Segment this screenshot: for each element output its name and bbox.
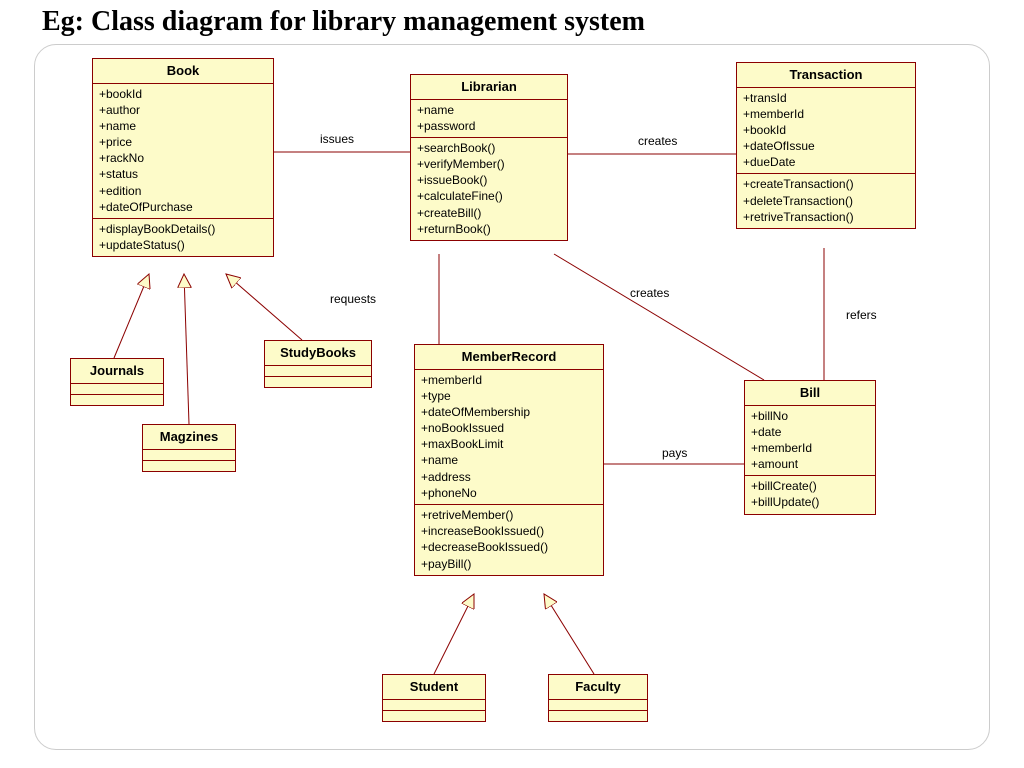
class-attributes: +name+password (411, 100, 567, 138)
edge-label-e1: issues (320, 132, 354, 146)
class-attributes (143, 450, 235, 461)
class-methods: +billCreate()+billUpdate() (745, 476, 875, 513)
class-librarian: Librarian+name+password+searchBook()+ver… (410, 74, 568, 241)
class-title: Journals (71, 359, 163, 384)
attribute-row: +phoneNo (421, 485, 597, 501)
class-methods (143, 461, 235, 471)
class-transaction: Transaction+transId+memberId+bookId+date… (736, 62, 916, 229)
class-title: Book (93, 59, 273, 84)
method-row: +createBill() (417, 205, 561, 221)
class-title: Librarian (411, 75, 567, 100)
attribute-row: +status (99, 166, 267, 182)
class-methods (71, 395, 163, 405)
attribute-row: +dateOfMembership (421, 404, 597, 420)
method-row: +updateStatus() (99, 237, 267, 253)
method-row: +retriveTransaction() (743, 209, 909, 225)
class-attributes: +transId+memberId+bookId+dateOfIssue+due… (737, 88, 915, 175)
edge-g2 (184, 274, 189, 424)
method-row: +createTransaction() (743, 176, 909, 192)
page-title: Eg: Class diagram for library management… (42, 6, 645, 38)
attribute-row: +billNo (751, 408, 869, 424)
attribute-row: +rackNo (99, 150, 267, 166)
class-magzines: Magzines (142, 424, 236, 472)
attribute-row: +name (421, 452, 597, 468)
method-row: +increaseBookIssued() (421, 523, 597, 539)
class-book: Book+bookId+author+name+price+rackNo+sta… (92, 58, 274, 257)
method-row: +searchBook() (417, 140, 561, 156)
edge-g1 (114, 274, 149, 358)
method-row: +returnBook() (417, 221, 561, 237)
class-title: StudyBooks (265, 341, 371, 366)
method-row: +calculateFine() (417, 188, 561, 204)
class-attributes (265, 366, 371, 377)
class-title: Student (383, 675, 485, 700)
class-journals: Journals (70, 358, 164, 406)
edge-g4 (434, 594, 474, 674)
attribute-row: +bookId (743, 122, 909, 138)
edge-label-e4: creates (630, 286, 669, 300)
attribute-row: +type (421, 388, 597, 404)
attribute-row: +date (751, 424, 869, 440)
method-row: +billUpdate() (751, 494, 869, 510)
attribute-row: +password (417, 118, 561, 134)
method-row: +issueBook() (417, 172, 561, 188)
attribute-row: +dueDate (743, 154, 909, 170)
class-student: Student (382, 674, 486, 722)
edge-label-e6: pays (662, 446, 687, 460)
method-row: +verifyMember() (417, 156, 561, 172)
class-attributes: +bookId+author+name+price+rackNo+status+… (93, 84, 273, 220)
class-bill: Bill+billNo+date+memberId+amount+billCre… (744, 380, 876, 515)
attribute-row: +price (99, 134, 267, 150)
class-title: Transaction (737, 63, 915, 88)
edge-g3 (226, 274, 302, 340)
edge-label-e3: requests (330, 292, 376, 306)
attribute-row: +dateOfPurchase (99, 199, 267, 215)
attribute-row: +memberId (751, 440, 869, 456)
attribute-row: +transId (743, 90, 909, 106)
class-title: Faculty (549, 675, 647, 700)
class-attributes: +memberId+type+dateOfMembership+noBookIs… (415, 370, 603, 506)
method-row: +retriveMember() (421, 507, 597, 523)
method-row: +deleteTransaction() (743, 193, 909, 209)
class-faculty: Faculty (548, 674, 648, 722)
class-methods (549, 711, 647, 721)
attribute-row: +name (99, 118, 267, 134)
class-title: Bill (745, 381, 875, 406)
class-attributes (383, 700, 485, 711)
method-row: +decreaseBookIssued() (421, 539, 597, 555)
class-methods: +retriveMember()+increaseBookIssued()+de… (415, 505, 603, 575)
class-methods (383, 711, 485, 721)
class-title: Magzines (143, 425, 235, 450)
diagram-canvas: Book+bookId+author+name+price+rackNo+sta… (34, 44, 990, 750)
class-title: MemberRecord (415, 345, 603, 370)
edge-label-e5: refers (846, 308, 877, 322)
method-row: +payBill() (421, 556, 597, 572)
method-row: +billCreate() (751, 478, 869, 494)
class-methods: +createTransaction()+deleteTransaction()… (737, 174, 915, 228)
attribute-row: +noBookIssued (421, 420, 597, 436)
attribute-row: +maxBookLimit (421, 436, 597, 452)
edge-g5 (544, 594, 594, 674)
attribute-row: +dateOfIssue (743, 138, 909, 154)
class-methods: +searchBook()+verifyMember()+issueBook()… (411, 138, 567, 240)
attribute-row: +memberId (743, 106, 909, 122)
attribute-row: +edition (99, 183, 267, 199)
class-methods: +displayBookDetails()+updateStatus() (93, 219, 273, 256)
class-attributes (549, 700, 647, 711)
attribute-row: +author (99, 102, 267, 118)
attribute-row: +name (417, 102, 561, 118)
class-methods (265, 377, 371, 387)
attribute-row: +address (421, 469, 597, 485)
attribute-row: +bookId (99, 86, 267, 102)
method-row: +displayBookDetails() (99, 221, 267, 237)
class-studybooks: StudyBooks (264, 340, 372, 388)
edge-label-e2: creates (638, 134, 677, 148)
attribute-row: +amount (751, 456, 869, 472)
class-attributes: +billNo+date+memberId+amount (745, 406, 875, 477)
class-memberrecord: MemberRecord+memberId+type+dateOfMembers… (414, 344, 604, 576)
class-attributes (71, 384, 163, 395)
attribute-row: +memberId (421, 372, 597, 388)
